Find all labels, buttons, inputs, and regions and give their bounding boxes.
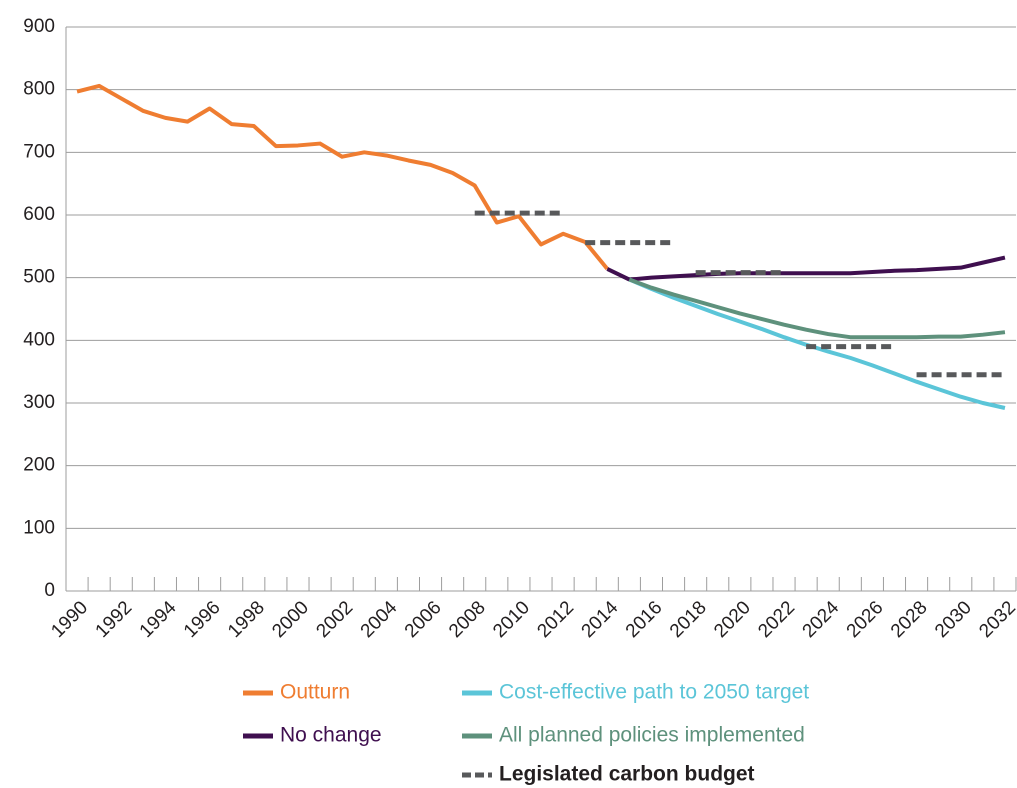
x-tick-label: 2016: [622, 597, 667, 642]
x-tick-label: 2010: [489, 597, 534, 642]
x-tick-label: 2026: [843, 597, 888, 642]
x-tick-label: 2014: [578, 597, 623, 642]
series-line: [628, 277, 1006, 340]
series-line: [76, 83, 609, 271]
x-tick-label: 2008: [445, 597, 490, 642]
x-tick-label: 2028: [887, 597, 932, 642]
legend: Outturn No change Cost-effective path to 2…: [243, 681, 809, 786]
x-tick-label: 2000: [268, 597, 313, 642]
x-tick-label: 1996: [180, 597, 225, 642]
x-tick-label: 1994: [136, 597, 181, 642]
legend-label: All planned policies implemented: [499, 724, 805, 747]
x-tick-label: 2030: [931, 597, 976, 642]
series-line: [606, 255, 1006, 282]
legend-label: No change: [280, 724, 382, 747]
x-tick-label: 1990: [47, 597, 92, 642]
legend-label: Legislated carbon budget: [499, 763, 755, 786]
x-tick-label: 2024: [799, 597, 844, 642]
x-tick-label: 2018: [666, 597, 711, 642]
y-tick-label: 100: [23, 517, 55, 538]
x-tick-label: 2012: [533, 597, 578, 642]
y-tick-label: 500: [23, 267, 55, 288]
y-tick-label: 0: [44, 580, 55, 601]
y-tick-label: 700: [23, 141, 55, 162]
legend-label: Outturn: [280, 681, 350, 704]
y-tick-label: 300: [23, 392, 55, 413]
x-tick-label: 2022: [754, 597, 799, 642]
x-tick-label: 2002: [312, 597, 357, 642]
x-tick-label: 2004: [357, 597, 402, 642]
x-tick-label: 2020: [710, 597, 755, 642]
legend-label: Cost-effective path to 2050 target: [499, 681, 809, 704]
y-tick-label: 800: [23, 79, 55, 100]
x-tick-label: 2032: [975, 597, 1017, 642]
series-line: [628, 277, 1006, 410]
y-tick-label: 600: [23, 204, 55, 225]
y-tick-label: 200: [23, 455, 55, 476]
y-tick-label: 400: [23, 329, 55, 350]
x-tick-label: 1992: [92, 597, 137, 642]
x-tick-label: 2006: [401, 597, 446, 642]
x-tick-label: 1998: [224, 597, 269, 642]
y-tick-label: 900: [23, 16, 55, 37]
